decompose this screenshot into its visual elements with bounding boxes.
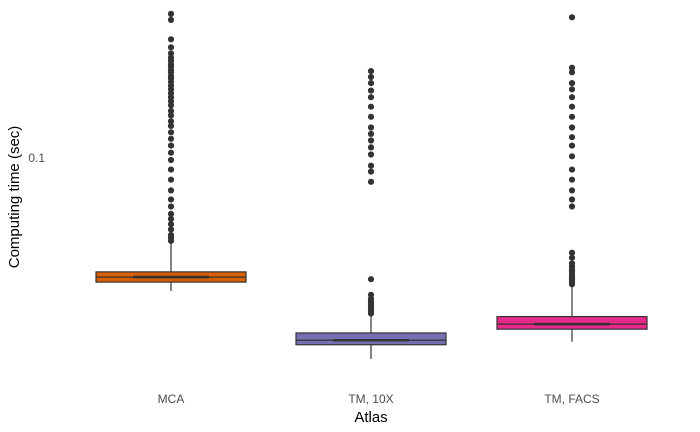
x-tick-label-mca: MCA bbox=[158, 392, 185, 406]
outlier-point bbox=[568, 153, 576, 160]
outlier-point bbox=[367, 151, 375, 158]
outlier-point bbox=[167, 118, 175, 125]
boxes-layer bbox=[95, 10, 648, 359]
outlier-point bbox=[167, 187, 175, 194]
outlier-point bbox=[367, 80, 375, 87]
outlier-point bbox=[568, 103, 576, 110]
y-axis-ticks: 0.1 bbox=[28, 151, 45, 165]
outlier-point bbox=[167, 156, 175, 164]
outlier-point bbox=[568, 142, 576, 149]
outlier-point bbox=[367, 68, 375, 75]
box bbox=[295, 332, 447, 346]
outlier-point bbox=[568, 14, 576, 21]
outlier-point bbox=[568, 281, 576, 288]
outlier-point bbox=[568, 176, 576, 183]
outlier-point bbox=[568, 254, 576, 261]
outlier-point bbox=[167, 215, 175, 223]
outlier-point bbox=[367, 73, 375, 81]
outlier-point bbox=[167, 112, 175, 119]
outlier-point bbox=[367, 162, 375, 169]
outlier-point bbox=[167, 237, 175, 244]
outlier-point bbox=[167, 10, 175, 17]
outlier-point bbox=[568, 187, 576, 194]
outlier-point bbox=[367, 87, 375, 94]
outlier-point bbox=[167, 210, 175, 217]
x-tick-label-tm-facs: TM, FACS bbox=[544, 392, 599, 406]
outlier-point bbox=[167, 122, 175, 129]
outlier-point bbox=[167, 196, 175, 203]
outlier-point bbox=[167, 135, 175, 142]
outlier-point bbox=[167, 36, 175, 43]
x-axis-title: Atlas bbox=[354, 409, 387, 426]
outlier-point bbox=[167, 107, 175, 115]
outlier-point bbox=[568, 166, 576, 173]
outlier-point bbox=[367, 113, 375, 120]
outlier-point bbox=[167, 166, 175, 173]
outlier-point bbox=[167, 129, 175, 136]
outlier-point bbox=[568, 64, 576, 71]
outlier-point bbox=[167, 203, 175, 210]
outlier-point bbox=[568, 196, 576, 203]
outlier-point bbox=[367, 94, 375, 101]
outlier-point bbox=[568, 134, 576, 141]
outlier-point bbox=[367, 130, 375, 137]
outlier-point bbox=[167, 102, 175, 109]
outlier-point bbox=[167, 16, 175, 23]
outlier-point bbox=[367, 103, 375, 110]
outlier-point bbox=[367, 310, 375, 317]
outlier-point bbox=[568, 80, 576, 87]
outlier-point bbox=[568, 113, 576, 120]
outlier-point bbox=[367, 124, 375, 131]
y-axis-title: Computing time (sec) bbox=[6, 126, 23, 269]
outlier-point bbox=[167, 149, 175, 156]
outlier-point bbox=[167, 176, 175, 183]
box-group-mca bbox=[95, 10, 247, 291]
outlier-point bbox=[167, 226, 175, 233]
outlier-point bbox=[167, 142, 175, 149]
outlier-point bbox=[367, 137, 375, 144]
y-tick-label: 0.1 bbox=[28, 151, 45, 165]
outlier-point bbox=[167, 221, 175, 228]
box-group-tm-10x bbox=[295, 68, 447, 359]
outlier-point bbox=[568, 94, 576, 101]
outlier-point bbox=[367, 276, 375, 283]
x-axis-ticks: MCA TM, 10X TM, FACS bbox=[158, 392, 600, 406]
box-group-tm-facs bbox=[496, 14, 648, 342]
outlier-point bbox=[367, 178, 375, 185]
x-tick-label-tm-10x: TM, 10X bbox=[348, 392, 393, 406]
outlier-point bbox=[568, 86, 576, 93]
outlier-point bbox=[568, 203, 576, 210]
outlier-point bbox=[167, 44, 175, 51]
outlier-point bbox=[568, 124, 576, 131]
outlier-point bbox=[367, 168, 375, 175]
outlier-point bbox=[367, 144, 375, 151]
outlier-point bbox=[568, 69, 576, 76]
outlier-point bbox=[568, 249, 576, 256]
